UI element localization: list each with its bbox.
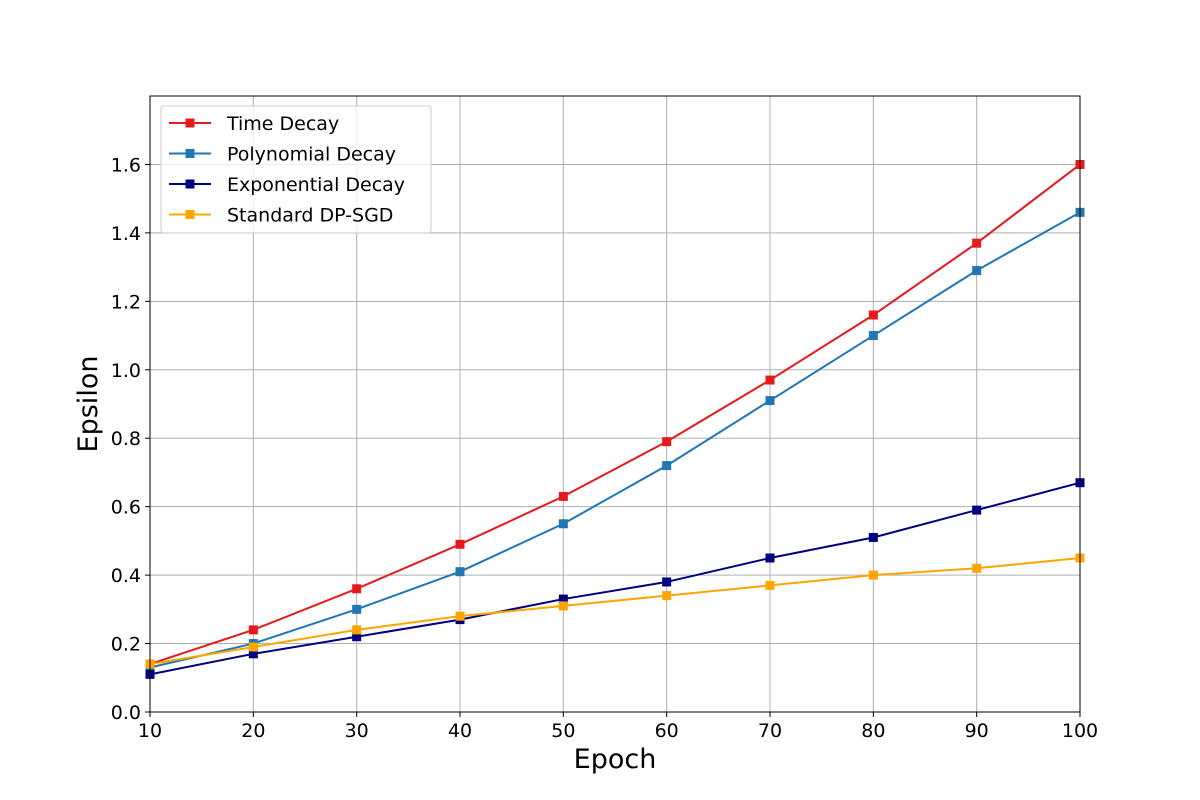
data-point [662,461,672,471]
x-tick-label: 50 [551,720,575,742]
y-tick-label: 0.6 [111,497,141,519]
legend-entry: Polynomial Decay [169,144,396,166]
data-point [248,649,258,659]
data-point [765,396,775,406]
data-point [558,601,568,611]
legend-marker [185,210,195,219]
legend-entry: Time Decay [169,113,339,135]
legend-label: Polynomial Decay [227,144,396,166]
data-point [765,580,775,590]
data-point [765,375,775,385]
legend-label: Standard DP-SGD [227,205,393,227]
x-tick-label: 40 [448,720,472,742]
legend-label: Exponential Decay [227,174,405,196]
data-point [662,591,672,601]
series-standard-dp-sgd [145,553,1085,669]
legend-marker [185,179,195,189]
y-tick-label: 0.0 [111,702,141,724]
data-point [455,539,465,549]
series-line [149,557,1081,666]
x-tick-label: 90 [965,720,989,742]
legend-entry: Exponential Decay [169,174,405,196]
data-point [972,563,982,573]
x-tick-label: 60 [655,720,679,742]
x-tick-label: 10 [138,720,162,742]
x-tick-label: 30 [345,720,369,742]
y-tick-label: 1.2 [111,291,141,313]
y-tick-label: 1.0 [111,360,141,382]
data-point [352,604,362,614]
data-point [352,584,362,594]
data-point [868,570,878,580]
data-point [352,632,362,642]
series-time-decay [145,159,1085,669]
data-point [868,532,878,542]
y-tick-label: 0.2 [111,634,141,656]
data-point [868,331,878,341]
legend-marker [185,118,195,128]
series-line [149,163,1081,666]
data-point [558,594,568,604]
plot-frame [149,95,1081,713]
x-axis-label: Epoch [574,744,657,775]
series-line [149,211,1081,669]
data-point [248,625,258,635]
legend: Time Decay Polynomial Decay Exponential De… [160,105,432,234]
data-point [972,238,982,248]
legend-box [160,105,432,234]
y-axis-label: Epsilon [73,356,104,453]
legend-label: Time Decay [226,113,339,135]
data-point [455,611,465,621]
series-line [149,481,1081,676]
series-layer [145,159,1085,679]
series-polynomial-decay [145,207,1085,673]
y-tick-label: 0.4 [111,565,141,587]
data-point [972,505,982,515]
data-point [352,625,362,635]
data-point [558,519,568,529]
data-point [868,310,878,320]
x-tick-label: 70 [758,720,782,742]
x-tick-label: 80 [861,720,885,742]
data-point [455,567,465,577]
legend-entry: Standard DP-SGD [169,205,393,227]
legend-marker [185,149,195,158]
series-exponential-decay [145,478,1085,679]
data-point [662,577,672,587]
data-point [765,553,775,563]
axis-ticks: 10 20 30 40 50 60 70 80 90 100 0.0 0.2 0.4 0.6 0.8 1.0 1… [111,154,1098,742]
data-point [662,437,672,447]
x-tick-label: 100 [1062,720,1098,742]
data-point [248,642,258,652]
y-tick-label: 1.6 [111,154,141,176]
y-tick-label: 1.4 [111,223,141,245]
data-point [558,491,568,501]
x-tick-label: 20 [241,720,265,742]
y-tick-label: 0.8 [111,428,141,450]
data-point [972,266,982,276]
